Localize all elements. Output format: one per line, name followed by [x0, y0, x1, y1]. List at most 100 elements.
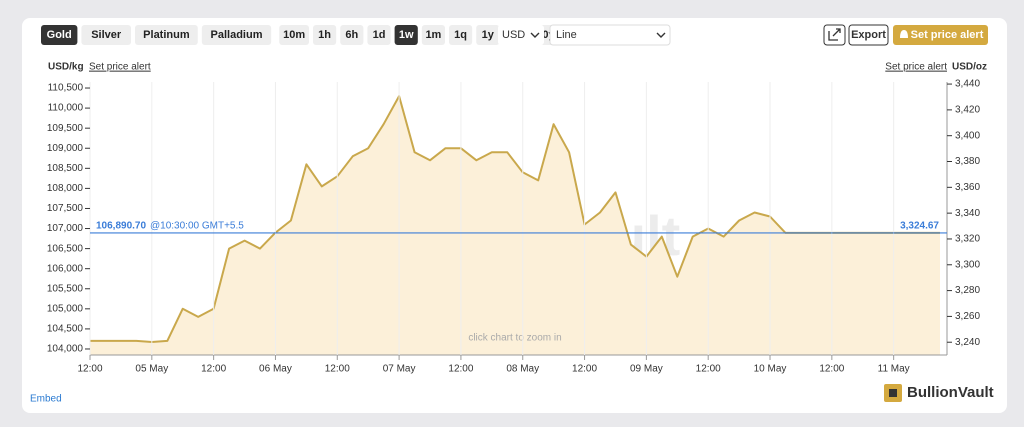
- x-tick-label: 10 May: [754, 364, 787, 375]
- style[interactable]: Line: [556, 29, 577, 41]
- button-label[interactable]: 6h: [345, 29, 358, 41]
- x-tick-label: 08 May: [506, 364, 539, 375]
- chevron: [656, 32, 666, 38]
- button-bg[interactable]: [313, 25, 337, 45]
- chevron: [530, 32, 540, 38]
- toolbar-button[interactable]: 1h: [313, 25, 337, 45]
- y-tick-label: 110,000: [48, 103, 84, 114]
- toolbar-button[interactable]: Gold: [41, 25, 78, 45]
- x-tick-label: 12:00: [696, 364, 721, 375]
- toolbar-button[interactable]: 10m: [279, 25, 309, 45]
- x-tick-label: 12:00: [77, 364, 102, 375]
- y2-tick-label: 3,280: [955, 285, 980, 296]
- reference-label: 106,890.70: [96, 221, 146, 232]
- toolbar-button[interactable]: 1q: [449, 25, 473, 45]
- button-label[interactable]: 1y: [482, 29, 495, 41]
- x-tick-label: 12:00: [572, 364, 597, 375]
- open-icon: [828, 28, 841, 41]
- x-tick-label: 12:00: [819, 364, 844, 375]
- y-tick-label: 104,500: [47, 324, 84, 335]
- y2-tick-label: 3,360: [955, 182, 980, 193]
- y2-tick-label: 3,260: [955, 311, 980, 322]
- button-bg[interactable]: [449, 25, 473, 45]
- set-alert-link[interactable]: Set price alert: [885, 62, 947, 73]
- y-tick-label: 107,500: [47, 203, 84, 214]
- y-tick-label: 105,000: [47, 303, 84, 314]
- export-button[interactable]: [848, 24, 889, 46]
- y2-tick-label: 3,300: [955, 259, 980, 270]
- x-tick-label: 06 May: [259, 364, 292, 375]
- alert-button-label[interactable]: Set price alert: [911, 29, 984, 41]
- logo-icon-inner: [889, 389, 897, 397]
- y-tick-label: 109,500: [47, 123, 84, 134]
- toolbar: Gold Silver Platinum Palladium 10m 1h 6h 1d 1w 1m…: [41, 25, 561, 45]
- bell: [900, 30, 908, 38]
- toolbar-button[interactable]: 1y: [476, 25, 500, 45]
- area: [90, 96, 941, 355]
- x-tick-label: 12:00: [448, 364, 473, 375]
- y2-axis-label: USD/oz: [952, 62, 987, 73]
- y2-tick-label: 3,340: [955, 208, 980, 219]
- x-tick-label: 12:00: [201, 364, 226, 375]
- button-label[interactable]: 10m: [283, 29, 305, 41]
- button-label[interactable]: Palladium: [211, 29, 263, 41]
- style-select[interactable]: [549, 24, 671, 46]
- button-label[interactable]: Platinum: [143, 29, 190, 41]
- toolbar-button[interactable]: 1w: [394, 25, 418, 45]
- y-tick-label: 104,000: [47, 344, 84, 355]
- x-tick-label: 09 May: [630, 364, 663, 375]
- button-label[interactable]: 1h: [318, 29, 331, 41]
- y2-tick-label: 3,380: [955, 156, 980, 167]
- button-bg[interactable]: [476, 25, 500, 45]
- y-tick-label: 108,000: [47, 183, 84, 194]
- x-tick-label: 12:00: [325, 364, 350, 375]
- x-tick-label: 11 May: [878, 364, 910, 375]
- y-axis-label: USD/kg: [48, 62, 84, 73]
- toolbar-button[interactable]: Silver: [81, 25, 131, 45]
- button-bg[interactable]: [41, 25, 78, 45]
- toolbar-button[interactable]: Palladium: [201, 25, 272, 45]
- y-tick-label: 105,500: [47, 283, 84, 294]
- button-bg[interactable]: [135, 25, 198, 45]
- button-bg[interactable]: [81, 25, 131, 45]
- y-tick-label: 106,500: [47, 243, 84, 254]
- y-tick-label: 110,500: [48, 83, 84, 94]
- y2-tick-label: 3,320: [955, 234, 980, 245]
- reference-label-2: 3,324.67: [900, 221, 939, 232]
- x-tick-label: 05 May: [135, 364, 168, 375]
- alert-button[interactable]: [893, 25, 988, 45]
- export[interactable]: Export: [851, 29, 886, 41]
- button-label[interactable]: 1q: [454, 29, 467, 41]
- button-bg[interactable]: [367, 25, 391, 45]
- button-label[interactable]: 1w: [399, 29, 414, 41]
- logo: BullionVault: [907, 384, 994, 401]
- plot: BullionVaultclick chart to zoom in12:000…: [47, 79, 981, 375]
- toolbar-button[interactable]: 1m: [421, 25, 445, 45]
- currency-select[interactable]: [498, 25, 544, 45]
- y-tick-label: 107,000: [47, 223, 84, 234]
- button-label[interactable]: 1d: [373, 29, 386, 41]
- button-bg[interactable]: [421, 25, 445, 45]
- toolbar-button[interactable]: 6h: [340, 25, 364, 45]
- currency[interactable]: USD: [502, 29, 525, 41]
- button-bg[interactable]: [394, 25, 418, 45]
- x-tick-label: 07 May: [383, 364, 416, 375]
- button-label[interactable]: 1m: [425, 29, 441, 41]
- toolbar-button[interactable]: 1d: [367, 25, 391, 45]
- toolbar-button[interactable]: Platinum: [135, 25, 198, 45]
- y2-tick-label: 3,420: [955, 105, 980, 116]
- y-tick-label: 106,000: [47, 263, 84, 274]
- zoom-hint: click chart to zoom in: [468, 333, 561, 344]
- reference-time: @10:30:00 GMT+5.5: [150, 221, 244, 232]
- embed-link[interactable]: Embed: [30, 394, 62, 405]
- y2-tick-label: 3,440: [955, 79, 980, 90]
- button-bg[interactable]: [201, 25, 272, 45]
- button-label[interactable]: Silver: [91, 29, 122, 41]
- set-alert-link[interactable]: Set price alert: [89, 62, 151, 73]
- button-bg[interactable]: [340, 25, 364, 45]
- y2-tick-label: 3,240: [955, 337, 980, 348]
- button-label[interactable]: Gold: [47, 29, 72, 41]
- button-bg[interactable]: [279, 25, 309, 45]
- y-tick-label: 108,500: [47, 163, 84, 174]
